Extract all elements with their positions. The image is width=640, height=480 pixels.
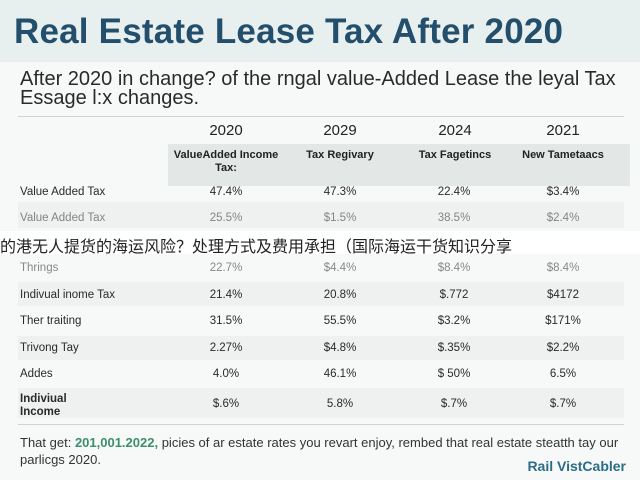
table-cell: 22.4% [437,186,471,198]
divider [18,116,624,117]
year-header-4: 2021 [546,122,580,139]
table-cell: $.7% [549,398,577,410]
table-cell: 22.7% [209,262,243,274]
row-stripe [18,282,624,306]
table-cell: 47.4% [209,186,243,198]
row-label: Value Added Tax [20,212,106,224]
table-cell: $4172 [547,289,579,301]
row-label: Indivual inome Tax [20,289,116,301]
table-cell: 21.4% [209,289,243,301]
row-stripe [18,388,624,418]
table-cell: $171% [545,315,581,327]
table-cell: $2.4% [546,212,580,224]
table-cell: 38.5% [437,212,471,224]
table-cell: 31.5% [209,315,243,327]
row-stripe [18,202,624,228]
column-header-4: New Tametaacs [522,149,604,161]
table-cell: $4.4% [323,262,357,274]
column-header-1: ValueAdded Income Tax: [173,149,279,174]
title-banner: Real Estate Lease Tax After 2020 [0,0,640,62]
table-cell: $ 50% [437,368,471,380]
table-cell: $4.8% [323,342,357,354]
table-cell: $2.2% [546,342,580,354]
table-cell: $8.4% [546,262,580,274]
footer-text: picies of ar estate rates you revart enj… [20,435,619,467]
page-title: Real Estate Lease Tax After 2020 [14,12,564,51]
footer-note: That get: 201,001.2022, picies of ar est… [20,434,620,468]
table-cell: 4.0% [212,368,240,380]
table-cell: 5.8% [326,398,354,410]
table-cell: $.6% [212,398,240,410]
table-cell: $1.5% [323,212,357,224]
table-cell: 47.3% [323,186,357,198]
footer-highlight: 201,001.2022, [74,435,159,450]
table-cell: 2.27% [209,342,243,354]
table-cell: $3.2% [437,315,471,327]
row-label: Indiviual Income [20,393,67,418]
table-cell: 46.1% [323,368,357,380]
row-stripe [18,336,624,360]
row-label: Value Added Tax [20,186,106,198]
row-label: Ther traiting [20,315,82,327]
table-cell: $.772 [439,289,469,301]
table-cell: $8.4% [437,262,471,274]
row-label: Trivong Tay [20,342,79,354]
column-header-band [168,144,630,186]
table-cell: $.7% [440,398,468,410]
divider [18,424,624,425]
column-header-2: Tax Regivary [306,149,374,161]
brand-logo: Rail VistCabler [527,458,626,474]
table-cell: $.35% [437,342,471,354]
table-cell: 55.5% [323,315,357,327]
table-cell: $3.4% [546,186,580,198]
year-header-2: 2029 [323,122,357,139]
column-header-3: Tax Fagetincs [418,149,492,161]
overlay-caption: 的港无人提货的海运风险？处理方式及费用承担（国际海运干货知识分享 [0,239,513,256]
table-cell: 25.5% [209,212,243,224]
intro-text: After 2020 in change? of the rngal value… [20,68,616,109]
table-cell: 20.8% [323,289,357,301]
year-header-3: 2024 [438,122,472,139]
overlay-caption-band: 的港无人提货的海运风险？处理方式及费用承担（国际海运干货知识分享 [0,231,640,256]
footer-prefix: That get: [20,435,72,450]
table-cell: 6.5% [549,368,577,380]
row-label: Thrings [20,262,59,274]
row-label: Addes [20,368,53,380]
year-header-1: 2020 [209,122,243,139]
